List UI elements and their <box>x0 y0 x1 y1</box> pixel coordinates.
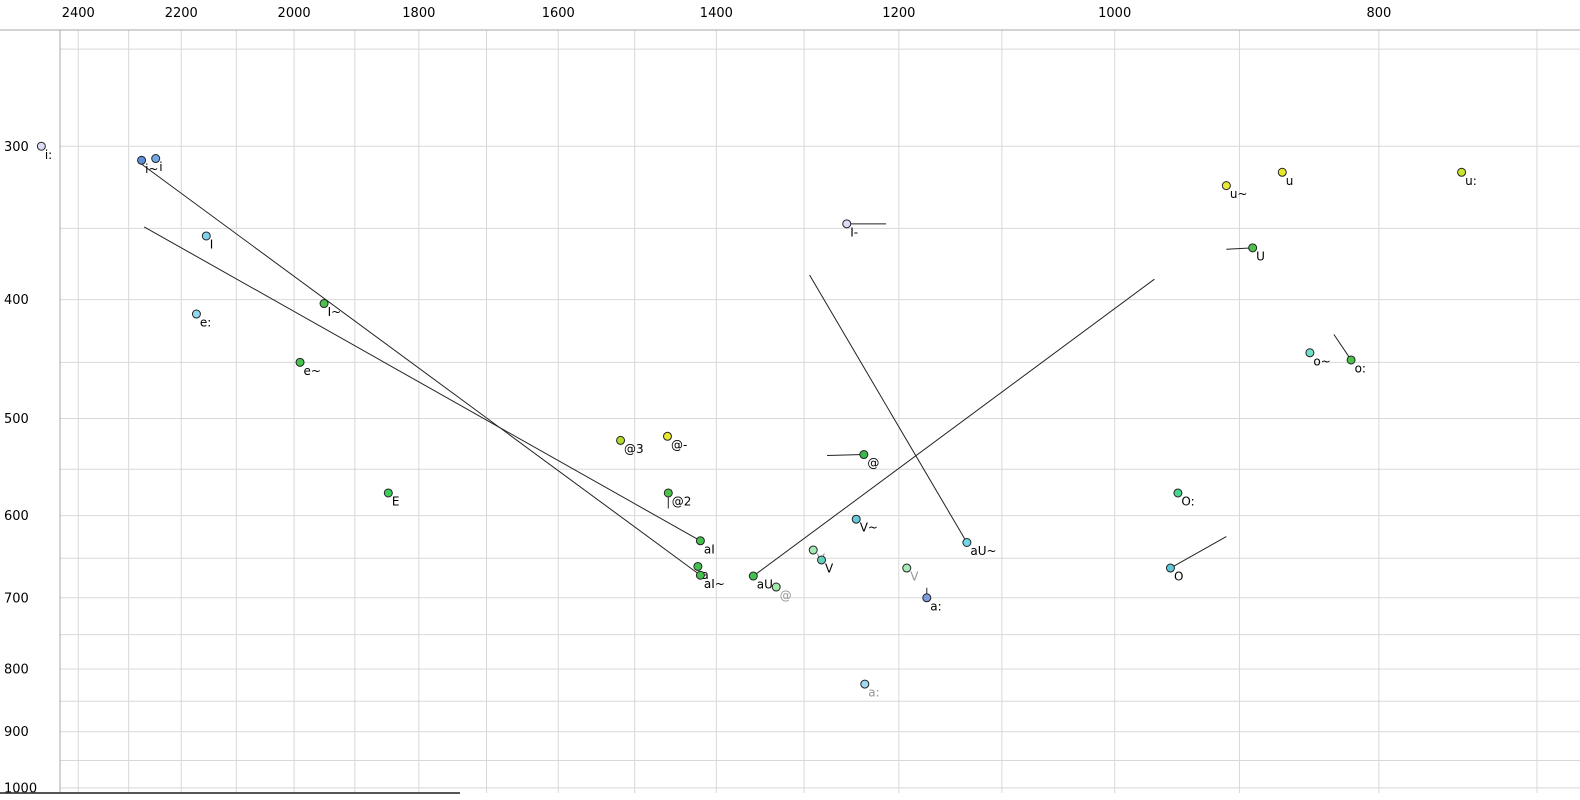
y-tick-label: 1000 <box>4 781 37 796</box>
vowel-label: U <box>1256 249 1265 263</box>
vowel-label: E <box>392 494 400 508</box>
vowel-point[interactable] <box>295 357 305 367</box>
vowel-label: a: <box>930 599 941 613</box>
vowel-label: I- <box>850 225 858 239</box>
vowel-label: V~ <box>860 521 878 535</box>
vowel-point[interactable] <box>962 537 972 547</box>
x-tick-label: 1400 <box>700 6 733 21</box>
y-tick-label: 500 <box>4 412 29 427</box>
formant-trail <box>1333 334 1352 361</box>
vowel-point[interactable] <box>851 514 861 524</box>
vowel-point[interactable] <box>859 450 869 460</box>
x-tick-label: 800 <box>1366 6 1391 21</box>
vowel-point[interactable] <box>1248 243 1258 253</box>
vowel-label: @- <box>671 438 687 452</box>
vowel-point[interactable] <box>902 563 912 573</box>
formant-trail <box>809 274 968 543</box>
y-tick-label: 400 <box>4 293 29 308</box>
formant-trail <box>140 163 701 576</box>
y-tick-label: 700 <box>4 591 29 606</box>
x-tick-label: 1600 <box>542 6 575 21</box>
vowel-point[interactable] <box>808 545 818 555</box>
vowel-label: O: <box>1181 494 1194 508</box>
vowel-label: o: <box>1355 361 1366 375</box>
vowel-label: u <box>1286 174 1294 188</box>
vowel-point[interactable] <box>1457 167 1467 177</box>
x-tick-label: 1200 <box>882 6 915 21</box>
vowel-label: @ <box>780 589 792 603</box>
vowel-label: i: <box>45 148 52 162</box>
vowel-label: u: <box>1465 174 1477 188</box>
vowel-point[interactable] <box>663 488 673 498</box>
vowel-label: @3 <box>624 442 644 456</box>
vowel-label: a <box>701 568 708 582</box>
vowel-label: a: <box>868 686 879 700</box>
vowel-label: aU~ <box>970 544 996 558</box>
vowel-label: i~ <box>145 162 158 176</box>
vowel-label: e~ <box>304 364 321 378</box>
y-tick-label: 600 <box>4 509 29 524</box>
vowel-label: V <box>910 570 919 584</box>
vowel-label: e: <box>200 316 211 330</box>
vowel-point[interactable] <box>319 299 329 309</box>
vowel-point[interactable] <box>748 571 758 581</box>
formant-trail <box>827 454 864 457</box>
x-tick-label: 2400 <box>62 6 95 21</box>
vowel-point[interactable] <box>771 582 781 592</box>
vowel-point[interactable] <box>137 155 147 165</box>
vowel-label: @ <box>867 456 879 470</box>
formant-trail <box>143 226 701 542</box>
vowel-label: aI <box>704 542 715 556</box>
vowel-point[interactable] <box>191 309 201 319</box>
vowel-point[interactable] <box>842 219 852 229</box>
vowel-point[interactable] <box>201 231 211 241</box>
vowel-point[interactable] <box>860 679 870 689</box>
x-tick-label: 2000 <box>278 6 311 21</box>
vowel-label: V <box>825 561 834 575</box>
vowel-point[interactable] <box>695 536 705 546</box>
vowel-point[interactable] <box>383 488 393 498</box>
vowel-label: o~ <box>1313 354 1330 368</box>
y-tick-label: 300 <box>4 140 29 155</box>
x-tick-label: 1000 <box>1098 6 1131 21</box>
vowel-point[interactable] <box>1346 355 1356 365</box>
vowel-point[interactable] <box>36 141 46 151</box>
vowel-point[interactable] <box>1165 563 1175 573</box>
vowel-point[interactable] <box>1277 167 1287 177</box>
vowel-label: u~ <box>1230 187 1248 201</box>
x-tick-label: 2200 <box>165 6 198 21</box>
y-tick-label: 800 <box>4 662 29 677</box>
x-tick-label: 1800 <box>402 6 435 21</box>
vowel-point[interactable] <box>1173 488 1183 498</box>
vowel-label: aU <box>757 578 773 592</box>
vowel-point[interactable] <box>695 570 705 580</box>
vowel-label: aI~ <box>704 577 725 591</box>
vowel-point[interactable] <box>662 431 672 441</box>
vowel-point[interactable] <box>1221 181 1231 191</box>
vowel-point[interactable] <box>693 561 703 571</box>
vowel-label: @2 <box>672 494 692 508</box>
formant-trail <box>1170 536 1227 569</box>
vowel-label: I <box>210 237 214 251</box>
y-tick-label: 900 <box>4 725 29 740</box>
formant-trail <box>752 278 1155 577</box>
vowel-point[interactable] <box>1305 348 1315 358</box>
vowel-label: i <box>159 160 162 174</box>
vowel-point[interactable] <box>922 593 932 603</box>
vowel-point[interactable] <box>817 555 827 565</box>
vowel-point[interactable] <box>616 435 626 445</box>
vowel-point[interactable] <box>151 154 161 164</box>
vowel-label: I~ <box>328 305 342 319</box>
vowel-label: O <box>1174 570 1183 584</box>
